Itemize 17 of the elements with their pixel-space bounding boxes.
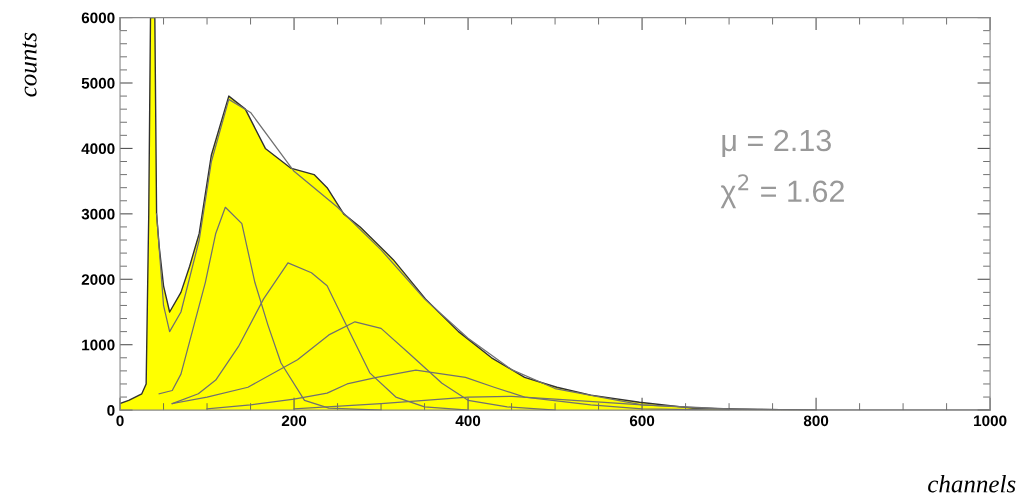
x-tick-label: 200 [281,415,307,427]
y-tick-label: 1000 [82,339,115,351]
x-tick-label: 800 [803,415,829,427]
x-axis-title: channels [928,474,1016,493]
y-tick-label: 3000 [81,208,115,220]
x-tick-label: 400 [455,415,481,427]
y-tick-label: 5000 [81,77,115,89]
x-tick-label: 1000 [974,415,1007,427]
y-tick-label: 4000 [81,143,115,155]
annotation: μ = 2.13 [722,129,831,157]
x-tick-label: 600 [629,415,655,427]
y-axis-title: counts [22,32,37,97]
y-tick-label: 0 [107,405,115,416]
annotation: χ$^{2}$ = 1.62 [720,174,844,209]
y-tick-label: 2000 [81,274,115,285]
y-tick-label: 6000 [81,12,115,24]
x-tick-label: 0 [116,415,124,427]
